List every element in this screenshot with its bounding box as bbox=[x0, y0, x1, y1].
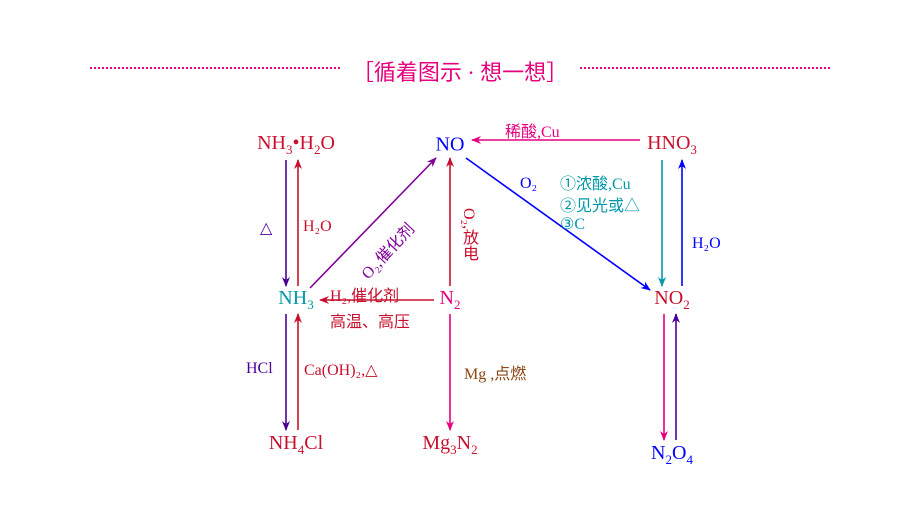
header-title: ［循着图示 · 想一想］ bbox=[344, 55, 576, 87]
label-h2o_right: H₂O bbox=[692, 235, 721, 253]
label-conc1: ①浓酸,Cu bbox=[560, 170, 631, 194]
label-h2o_left: H₂O bbox=[303, 218, 332, 236]
header-dotline-right bbox=[580, 67, 830, 69]
node-hno3: HNO3 bbox=[647, 132, 697, 158]
label-caoh2: Ca(OH)₂,△ bbox=[304, 360, 377, 380]
label-h2_cat: H₂,催化剂 bbox=[330, 282, 399, 306]
header: ［循着图示 · 想一想］ bbox=[0, 55, 920, 87]
label-hightemp: 高温、高压 bbox=[330, 308, 410, 332]
label-delta_left: △ bbox=[260, 218, 272, 238]
label-o2_diag: O₂ bbox=[520, 175, 537, 193]
node-nh3: NH3 bbox=[278, 287, 313, 313]
label-o2_cat: O₂,催化剂 bbox=[354, 217, 419, 284]
node-nh4cl: NH4Cl bbox=[269, 432, 323, 458]
node-no2: NO2 bbox=[654, 287, 689, 313]
label-conc2: ②见光或△ bbox=[560, 192, 640, 216]
node-no: NO bbox=[436, 134, 465, 157]
label-conc3: ③C bbox=[560, 214, 585, 234]
node-n2: N2 bbox=[440, 287, 461, 313]
header-dotline-left bbox=[90, 67, 340, 69]
node-n2o4: N2O4 bbox=[651, 442, 693, 468]
node-nh3h2o: NH3•H2O bbox=[257, 132, 335, 158]
label-o2_discharge: O₂,放电 bbox=[456, 208, 480, 261]
node-mg3n2: Mg3N2 bbox=[422, 432, 477, 458]
label-dilute_acid: 稀酸,Cu bbox=[505, 118, 560, 142]
label-hcl: HCl bbox=[246, 360, 273, 378]
label-mg_ignite: Mg ,点燃 bbox=[464, 360, 526, 384]
